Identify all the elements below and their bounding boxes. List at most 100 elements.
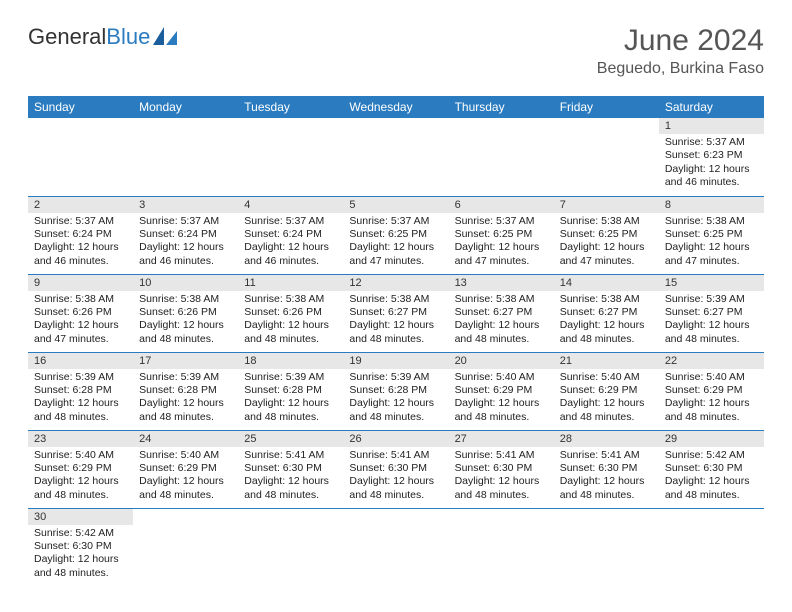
calendar-cell (659, 508, 764, 586)
weekday-header: Monday (133, 96, 238, 118)
cell-line: Sunset: 6:24 PM (244, 228, 337, 241)
cell-line: and 47 minutes. (560, 255, 653, 268)
month-title: June 2024 (597, 24, 764, 58)
cell-line: Sunrise: 5:39 AM (34, 371, 127, 384)
cell-line: and 46 minutes. (139, 255, 232, 268)
calendar-cell (343, 118, 448, 196)
cell-line: Sunset: 6:27 PM (455, 306, 548, 319)
cell-body: Sunrise: 5:42 AMSunset: 6:30 PMDaylight:… (28, 525, 133, 585)
cell-line: Sunrise: 5:42 AM (665, 449, 758, 462)
cell-line: Sunrise: 5:38 AM (244, 293, 337, 306)
cell-line: Daylight: 12 hours (139, 241, 232, 254)
logo-text-1: General (28, 24, 106, 50)
cell-line: and 48 minutes. (455, 333, 548, 346)
day-number: 15 (659, 275, 764, 291)
cell-line: Sunrise: 5:37 AM (244, 215, 337, 228)
day-number: 6 (449, 197, 554, 213)
cell-line: Daylight: 12 hours (665, 397, 758, 410)
cell-line: Sunrise: 5:39 AM (665, 293, 758, 306)
cell-body: Sunrise: 5:38 AMSunset: 6:26 PMDaylight:… (238, 291, 343, 351)
day-number: 4 (238, 197, 343, 213)
cell-line: and 48 minutes. (349, 411, 442, 424)
cell-line: Daylight: 12 hours (244, 397, 337, 410)
cell-line: Sunset: 6:26 PM (244, 306, 337, 319)
cell-line: Daylight: 12 hours (665, 241, 758, 254)
cell-body: Sunrise: 5:38 AMSunset: 6:25 PMDaylight:… (554, 213, 659, 273)
cell-line: Daylight: 12 hours (139, 397, 232, 410)
cell-line: Sunset: 6:26 PM (139, 306, 232, 319)
day-number: 5 (343, 197, 448, 213)
cell-body: Sunrise: 5:41 AMSunset: 6:30 PMDaylight:… (449, 447, 554, 507)
cell-line: and 47 minutes. (665, 255, 758, 268)
calendar-cell: 10Sunrise: 5:38 AMSunset: 6:26 PMDayligh… (133, 274, 238, 352)
cell-line: Daylight: 12 hours (665, 319, 758, 332)
calendar-cell: 2Sunrise: 5:37 AMSunset: 6:24 PMDaylight… (28, 196, 133, 274)
cell-line: and 48 minutes. (34, 567, 127, 580)
cell-line: Sunset: 6:30 PM (665, 462, 758, 475)
calendar-cell: 8Sunrise: 5:38 AMSunset: 6:25 PMDaylight… (659, 196, 764, 274)
cell-line: Sunset: 6:26 PM (34, 306, 127, 319)
calendar-cell: 16Sunrise: 5:39 AMSunset: 6:28 PMDayligh… (28, 352, 133, 430)
cell-line: Daylight: 12 hours (455, 475, 548, 488)
header: GeneralBlue June 2024 Beguedo, Burkina F… (28, 24, 764, 78)
calendar-cell (238, 118, 343, 196)
cell-line: Sunrise: 5:37 AM (139, 215, 232, 228)
cell-line: Daylight: 12 hours (665, 475, 758, 488)
cell-body: Sunrise: 5:38 AMSunset: 6:25 PMDaylight:… (659, 213, 764, 273)
day-number: 17 (133, 353, 238, 369)
title-block: June 2024 Beguedo, Burkina Faso (597, 24, 764, 78)
cell-body: Sunrise: 5:37 AMSunset: 6:24 PMDaylight:… (28, 213, 133, 273)
cell-body: Sunrise: 5:40 AMSunset: 6:29 PMDaylight:… (659, 369, 764, 429)
day-number: 26 (343, 431, 448, 447)
calendar-cell: 23Sunrise: 5:40 AMSunset: 6:29 PMDayligh… (28, 430, 133, 508)
cell-line: and 48 minutes. (455, 489, 548, 502)
cell-line: and 48 minutes. (139, 489, 232, 502)
cell-body: Sunrise: 5:37 AMSunset: 6:23 PMDaylight:… (659, 134, 764, 194)
calendar-cell (343, 508, 448, 586)
cell-line: Sunrise: 5:40 AM (665, 371, 758, 384)
cell-body: Sunrise: 5:39 AMSunset: 6:27 PMDaylight:… (659, 291, 764, 351)
cell-line: and 48 minutes. (665, 411, 758, 424)
cell-line: Sunset: 6:25 PM (455, 228, 548, 241)
cell-line: Sunset: 6:29 PM (34, 462, 127, 475)
cell-body: Sunrise: 5:39 AMSunset: 6:28 PMDaylight:… (343, 369, 448, 429)
logo: GeneralBlue (28, 24, 179, 50)
cell-body: Sunrise: 5:38 AMSunset: 6:27 PMDaylight:… (343, 291, 448, 351)
day-number: 25 (238, 431, 343, 447)
cell-line: Daylight: 12 hours (560, 475, 653, 488)
calendar-cell: 17Sunrise: 5:39 AMSunset: 6:28 PMDayligh… (133, 352, 238, 430)
cell-line: Sunset: 6:30 PM (244, 462, 337, 475)
calendar-cell: 26Sunrise: 5:41 AMSunset: 6:30 PMDayligh… (343, 430, 448, 508)
logo-text-2: Blue (106, 24, 150, 50)
cell-body: Sunrise: 5:41 AMSunset: 6:30 PMDaylight:… (238, 447, 343, 507)
cell-body: Sunrise: 5:39 AMSunset: 6:28 PMDaylight:… (238, 369, 343, 429)
cell-line: Sunrise: 5:38 AM (349, 293, 442, 306)
cell-body: Sunrise: 5:40 AMSunset: 6:29 PMDaylight:… (28, 447, 133, 507)
calendar-cell: 12Sunrise: 5:38 AMSunset: 6:27 PMDayligh… (343, 274, 448, 352)
calendar-cell (554, 118, 659, 196)
calendar-cell: 25Sunrise: 5:41 AMSunset: 6:30 PMDayligh… (238, 430, 343, 508)
day-number: 30 (28, 509, 133, 525)
cell-line: Sunset: 6:24 PM (34, 228, 127, 241)
cell-line: Daylight: 12 hours (244, 241, 337, 254)
calendar-cell: 20Sunrise: 5:40 AMSunset: 6:29 PMDayligh… (449, 352, 554, 430)
cell-line: Sunrise: 5:38 AM (665, 215, 758, 228)
cell-body: Sunrise: 5:38 AMSunset: 6:26 PMDaylight:… (133, 291, 238, 351)
cell-body: Sunrise: 5:40 AMSunset: 6:29 PMDaylight:… (449, 369, 554, 429)
day-number: 18 (238, 353, 343, 369)
cell-line: Daylight: 12 hours (349, 241, 442, 254)
cell-line: Daylight: 12 hours (349, 475, 442, 488)
cell-body: Sunrise: 5:37 AMSunset: 6:24 PMDaylight:… (133, 213, 238, 273)
cell-line: and 46 minutes. (665, 176, 758, 189)
calendar-row: 16Sunrise: 5:39 AMSunset: 6:28 PMDayligh… (28, 352, 764, 430)
day-number: 22 (659, 353, 764, 369)
weekday-header: Friday (554, 96, 659, 118)
cell-line: and 46 minutes. (244, 255, 337, 268)
day-number: 19 (343, 353, 448, 369)
cell-body: Sunrise: 5:37 AMSunset: 6:25 PMDaylight:… (449, 213, 554, 273)
day-number: 23 (28, 431, 133, 447)
calendar-cell: 29Sunrise: 5:42 AMSunset: 6:30 PMDayligh… (659, 430, 764, 508)
calendar-cell (449, 118, 554, 196)
cell-line: Daylight: 12 hours (34, 241, 127, 254)
calendar-cell (238, 508, 343, 586)
